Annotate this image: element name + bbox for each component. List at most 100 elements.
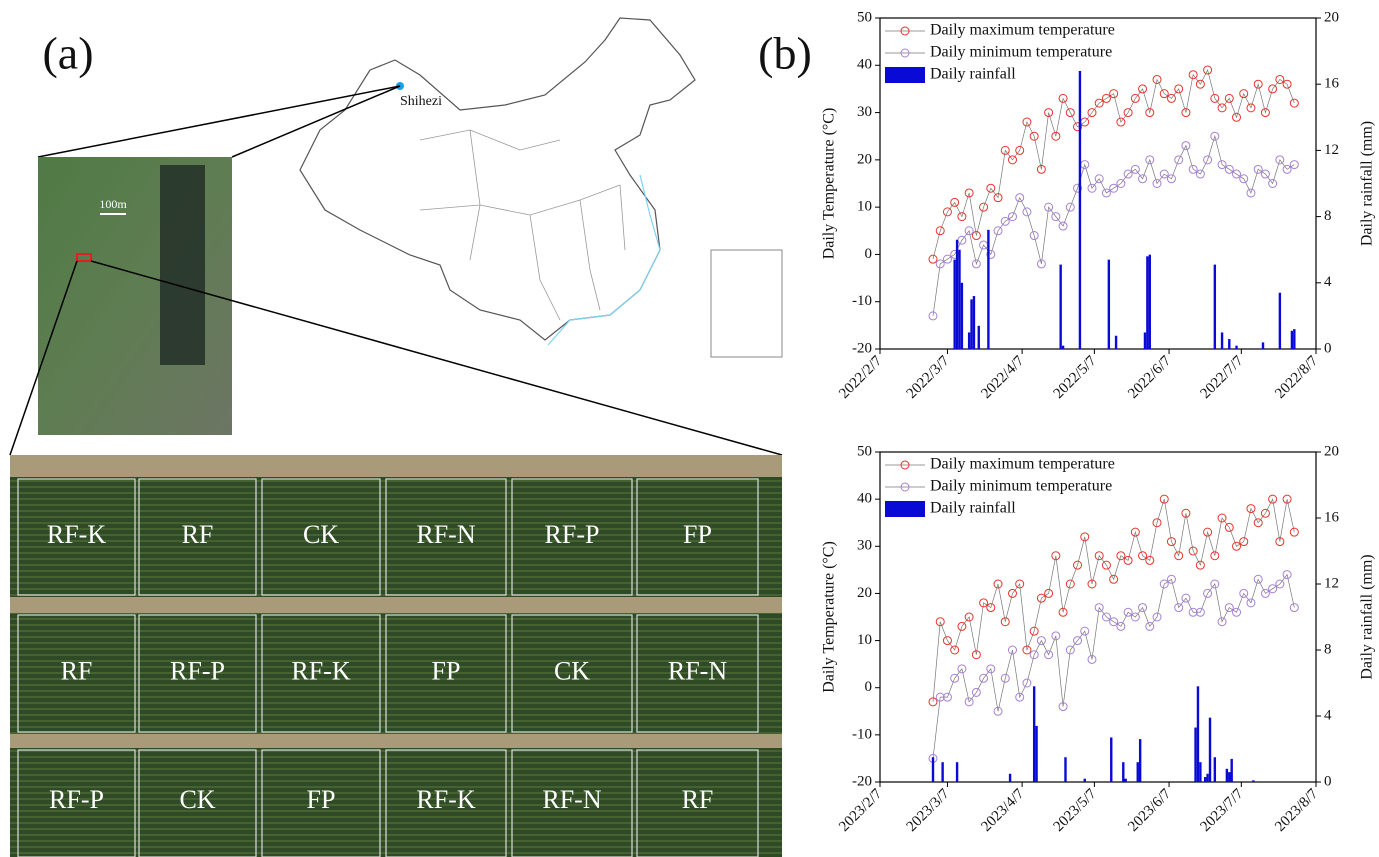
plot-label: CK xyxy=(303,520,339,549)
rain-bar xyxy=(960,282,964,349)
y-tick-label: 0 xyxy=(865,679,873,695)
temp-point xyxy=(1159,494,1169,504)
legend-label: Daily minimum temperature xyxy=(930,44,1112,61)
temp-point xyxy=(1210,93,1220,103)
plot-label: RF xyxy=(182,520,214,549)
temp-point xyxy=(1015,692,1025,702)
x-tick-label: 2022/2/7 xyxy=(836,353,885,402)
temp-point xyxy=(1007,645,1017,655)
temp-point xyxy=(1239,537,1249,547)
plot-box xyxy=(385,614,507,733)
y2-tick-label: 0 xyxy=(1324,773,1332,789)
y-tick-label: 10 xyxy=(857,199,872,215)
temp-point xyxy=(1094,174,1104,184)
x-tick-label: 2022/4/7 xyxy=(978,353,1027,402)
temp-point xyxy=(1058,221,1068,231)
temp-point xyxy=(1253,518,1263,528)
temp-point xyxy=(1015,145,1025,155)
temp-point xyxy=(979,673,989,683)
rain-bar xyxy=(977,325,980,349)
rain-bar xyxy=(1206,773,1209,782)
temp-point xyxy=(1000,617,1010,627)
temp-point xyxy=(1044,202,1054,212)
province-borders xyxy=(419,129,626,321)
y-tick-label: 0 xyxy=(865,246,873,262)
plot-label: CK xyxy=(179,785,215,814)
rain-bar xyxy=(1146,256,1149,349)
rain-bar xyxy=(953,259,956,349)
temp-point xyxy=(1065,645,1075,655)
legend-marker xyxy=(900,48,910,58)
temp-point xyxy=(1246,504,1256,514)
rain-bar xyxy=(1107,259,1111,349)
temp-point xyxy=(1239,174,1249,184)
field-path xyxy=(10,455,782,477)
x-tick-label: 2023/3/7 xyxy=(904,786,953,835)
temp-point xyxy=(1289,603,1299,613)
temp-point xyxy=(1282,570,1292,580)
temp-point xyxy=(1210,551,1220,561)
temp-point xyxy=(1232,607,1242,617)
temp-point xyxy=(1087,579,1097,589)
temp-point xyxy=(935,226,945,236)
temp-point xyxy=(971,687,981,697)
temp-point xyxy=(1029,650,1039,660)
temp-point xyxy=(1058,93,1068,103)
x-tick-label: 2023/4/7 xyxy=(978,786,1027,835)
y2-tick-label: 4 xyxy=(1324,707,1332,723)
temp-point xyxy=(1253,574,1263,584)
plot-label: RF-P xyxy=(545,520,600,549)
temp-point xyxy=(935,617,945,627)
temp-point xyxy=(1195,607,1205,617)
temp-point xyxy=(1159,89,1169,99)
temp-point xyxy=(986,249,996,259)
rain-bar xyxy=(972,296,976,349)
plot-label: RF xyxy=(682,785,714,814)
y-axis-title: Daily Temperature (°C) xyxy=(821,108,838,260)
temp-point xyxy=(1123,555,1133,565)
temp-point xyxy=(935,692,945,702)
plot-label: RF-N xyxy=(416,520,475,549)
temp-point xyxy=(1130,612,1140,622)
temp-point xyxy=(1181,141,1191,151)
plot-box xyxy=(17,749,136,857)
plot-label: FP xyxy=(432,656,461,685)
temp-point xyxy=(1109,89,1119,99)
legend-label: Daily maximum temperature xyxy=(930,22,1115,39)
location-label: Shihezi xyxy=(400,94,442,109)
temp-point xyxy=(950,673,960,683)
temp-point xyxy=(1232,112,1242,122)
rain-bar xyxy=(1194,727,1197,782)
legend-swatch xyxy=(885,67,925,83)
temp-point xyxy=(1289,527,1299,537)
temp-line xyxy=(932,498,1295,702)
temp-point xyxy=(1260,169,1270,179)
temp-point xyxy=(1145,555,1155,565)
temp-point xyxy=(1268,84,1278,94)
plot-label: RF-K xyxy=(291,656,350,685)
temp-point xyxy=(1224,164,1234,174)
temp-point xyxy=(1203,527,1213,537)
temp-point xyxy=(1051,131,1061,141)
temp-point xyxy=(1109,617,1119,627)
temp-point xyxy=(993,193,1003,203)
temp-point xyxy=(1094,98,1104,108)
ponds xyxy=(160,165,205,365)
temp-point xyxy=(986,183,996,193)
temp-point xyxy=(1073,560,1083,570)
plot-label: RF-N xyxy=(668,656,727,685)
temp-point xyxy=(1080,626,1090,636)
temp-point xyxy=(1022,207,1032,217)
temp-point xyxy=(1116,179,1126,188)
y-tick-label: -10 xyxy=(852,726,872,742)
temp-point xyxy=(1116,621,1126,631)
temp-point xyxy=(971,650,981,660)
temp-point xyxy=(950,645,960,655)
temp-point xyxy=(1260,588,1270,598)
temp-point xyxy=(1044,108,1054,118)
temp-point xyxy=(1044,588,1054,598)
temp-point xyxy=(1174,84,1184,94)
temp-point xyxy=(1282,494,1292,504)
rain-bar xyxy=(1293,329,1296,349)
plot-box xyxy=(261,614,381,733)
